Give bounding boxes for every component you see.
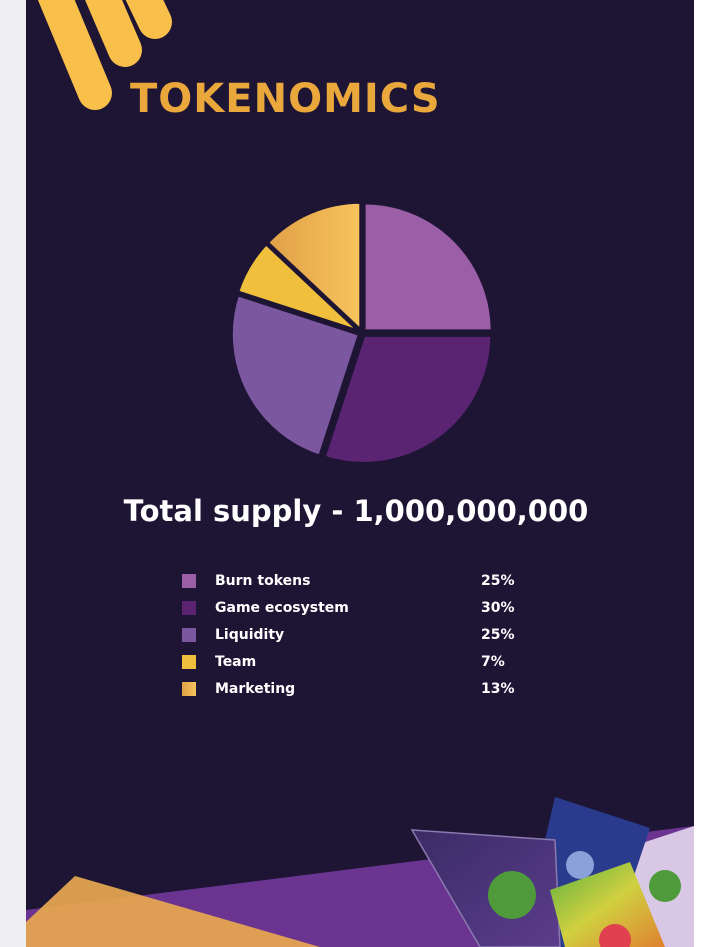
legend-swatch — [182, 574, 196, 588]
legend-swatch — [182, 601, 196, 615]
pie-slice — [236, 242, 361, 333]
legend-label: Marketing — [215, 681, 295, 697]
total-supply: Total supply - 1,000,000,000 — [124, 494, 589, 528]
legend-percent: 13% — [481, 681, 515, 697]
pie-slice — [322, 333, 494, 465]
legend-percent: 25% — [481, 627, 515, 643]
legend-percent: 30% — [481, 600, 515, 616]
legend-swatch — [182, 655, 196, 669]
right-margin — [694, 0, 716, 947]
legend-swatch — [182, 682, 196, 696]
legend-label: Burn tokens — [215, 573, 310, 589]
legend: Burn tokens 25% Game ecosystem 30% Liquidity… — [182, 573, 515, 697]
pie-slice — [362, 201, 494, 333]
legend-label: Game ecosystem — [215, 600, 349, 616]
pie-chart — [229, 200, 494, 465]
page-title: TOKENOMICS — [130, 76, 441, 122]
legend-swatch — [182, 628, 196, 642]
decor-stripes — [37, 0, 172, 110]
pie-slice — [266, 200, 363, 332]
legend-percent: 25% — [481, 573, 515, 589]
legend-label: Liquidity — [215, 627, 284, 643]
legend-percent: 7% — [481, 654, 505, 670]
legend-label: Team — [215, 654, 256, 670]
pie-slice — [229, 293, 361, 458]
decor-bottom — [26, 797, 694, 947]
panel-background — [26, 0, 694, 947]
